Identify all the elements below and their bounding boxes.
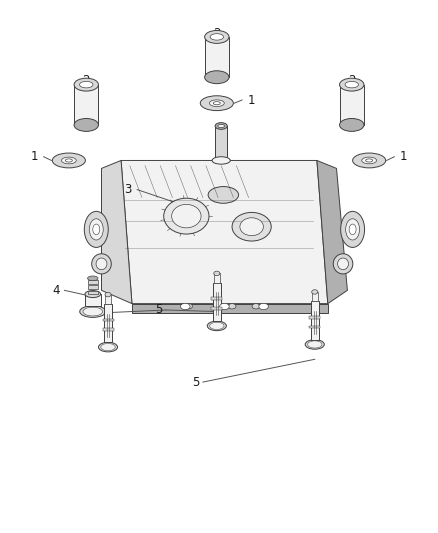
Ellipse shape (213, 102, 220, 105)
Bar (88, 285, 98, 289)
Ellipse shape (172, 205, 201, 228)
Ellipse shape (215, 123, 227, 130)
Polygon shape (121, 160, 328, 304)
Ellipse shape (180, 303, 190, 310)
Text: 3: 3 (124, 183, 132, 196)
Ellipse shape (252, 304, 260, 309)
Ellipse shape (65, 159, 72, 162)
Text: 4: 4 (53, 284, 60, 297)
Ellipse shape (205, 71, 229, 84)
Ellipse shape (83, 307, 102, 316)
Ellipse shape (259, 303, 268, 310)
Bar (339, 85, 364, 125)
Bar (213, 283, 221, 321)
Bar (88, 280, 98, 284)
Ellipse shape (207, 321, 226, 330)
Bar (88, 290, 98, 294)
Ellipse shape (80, 82, 93, 88)
Ellipse shape (96, 258, 107, 270)
Polygon shape (102, 160, 132, 304)
Ellipse shape (88, 276, 98, 281)
Bar (85, 294, 101, 306)
Ellipse shape (208, 187, 239, 203)
Bar (105, 295, 111, 304)
Polygon shape (317, 160, 347, 304)
Text: 5: 5 (192, 376, 199, 389)
Ellipse shape (74, 78, 99, 91)
Text: 2: 2 (213, 27, 221, 39)
Bar (102, 328, 113, 331)
Bar (74, 85, 99, 125)
Ellipse shape (333, 254, 353, 274)
Ellipse shape (209, 100, 224, 107)
Ellipse shape (200, 96, 233, 111)
Ellipse shape (232, 213, 271, 241)
Ellipse shape (101, 343, 115, 351)
Bar (102, 319, 113, 321)
Ellipse shape (185, 304, 192, 309)
Text: 2: 2 (82, 74, 90, 87)
Ellipse shape (164, 198, 209, 234)
Ellipse shape (228, 304, 236, 309)
Ellipse shape (349, 224, 356, 235)
Ellipse shape (52, 153, 85, 168)
Ellipse shape (212, 157, 230, 164)
Text: 5: 5 (155, 303, 162, 317)
Ellipse shape (80, 306, 106, 317)
Text: 1: 1 (247, 93, 255, 107)
Bar (214, 273, 220, 283)
Ellipse shape (339, 78, 364, 91)
Ellipse shape (93, 224, 100, 235)
Bar (309, 316, 320, 319)
Bar (205, 37, 229, 77)
Ellipse shape (210, 34, 223, 40)
Ellipse shape (205, 30, 229, 43)
Bar (132, 304, 328, 313)
Bar (212, 307, 223, 310)
Ellipse shape (219, 303, 229, 310)
Ellipse shape (99, 342, 117, 352)
Bar (312, 292, 318, 302)
Bar (309, 326, 320, 328)
Ellipse shape (305, 340, 324, 349)
Ellipse shape (338, 258, 349, 270)
Ellipse shape (307, 341, 322, 348)
Ellipse shape (61, 157, 76, 164)
Ellipse shape (346, 219, 360, 240)
Ellipse shape (105, 293, 111, 297)
Text: 1: 1 (31, 150, 39, 163)
Bar (212, 297, 223, 300)
Ellipse shape (312, 290, 318, 294)
Ellipse shape (84, 212, 108, 247)
Ellipse shape (210, 322, 224, 329)
Text: 1: 1 (399, 150, 407, 163)
Bar (104, 304, 112, 342)
Ellipse shape (218, 124, 225, 127)
Ellipse shape (74, 118, 99, 131)
Ellipse shape (339, 118, 364, 131)
Bar (215, 126, 227, 160)
Ellipse shape (85, 290, 101, 297)
Ellipse shape (362, 157, 377, 164)
Ellipse shape (89, 219, 103, 240)
Ellipse shape (345, 82, 358, 88)
Ellipse shape (240, 218, 263, 236)
Ellipse shape (353, 153, 386, 168)
Bar (311, 302, 319, 340)
Text: 2: 2 (348, 74, 356, 87)
Ellipse shape (214, 271, 220, 276)
Ellipse shape (366, 159, 373, 162)
Ellipse shape (92, 254, 111, 274)
Ellipse shape (341, 212, 364, 247)
